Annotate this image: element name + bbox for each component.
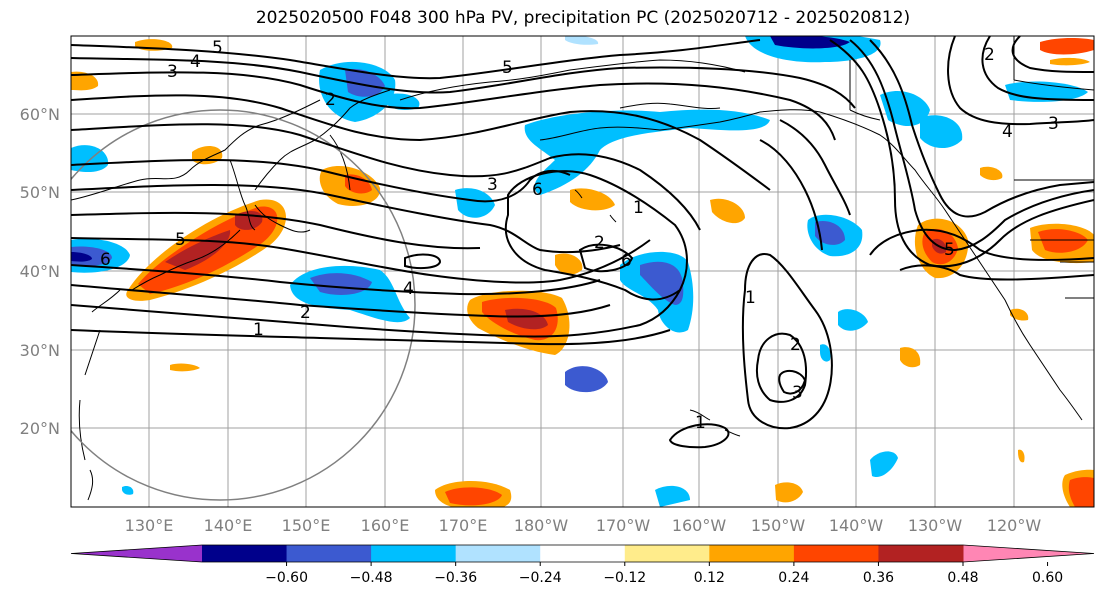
lon-tick: 140°W xyxy=(829,516,884,535)
lon-tick: 170°E xyxy=(439,516,488,535)
colorbar-tick-label: −0.24 xyxy=(519,570,562,586)
colorbar-swatch xyxy=(202,545,288,562)
lat-tick: 60°N xyxy=(20,105,60,124)
lat-tick: 40°N xyxy=(20,262,60,281)
lon-tick: 160°E xyxy=(361,516,410,535)
colorbar: −0.60 −0.48 −0.36 −0.24 −0.12 0.12 0.24 0.36 0.4… xyxy=(70,544,1095,586)
colorbar-swatch xyxy=(540,545,626,562)
lon-tick: 130°E xyxy=(125,516,174,535)
lon-tick: 120°W xyxy=(987,516,1042,535)
contour-label: 5 xyxy=(175,230,186,250)
lat-tick: 50°N xyxy=(20,183,60,202)
contour-label: 5 xyxy=(212,38,223,58)
longitude-ticks: 130°E 140°E 150°E 160°E 170°E 180°W 170°… xyxy=(125,516,1042,535)
colorbar-swatch xyxy=(878,545,964,562)
lon-tick: 130°W xyxy=(908,516,963,535)
colorbar-extend-max xyxy=(963,545,1094,562)
lon-tick: 180°W xyxy=(514,516,569,535)
colorbar-tick-label: −0.36 xyxy=(434,570,477,586)
contour-label: 3 xyxy=(487,175,498,195)
contour-label: 1 xyxy=(253,320,264,340)
lon-tick: 150°E xyxy=(282,516,331,535)
lat-tick: 30°N xyxy=(20,341,60,360)
colorbar-swatch xyxy=(371,545,457,562)
colorbar-tick-label: 0.36 xyxy=(863,570,894,586)
contour-label: 3 xyxy=(792,383,803,403)
colorbar-tick-label: 0.24 xyxy=(778,570,809,586)
lon-tick: 170°W xyxy=(596,516,651,535)
lat-tick: 20°N xyxy=(20,419,60,438)
contour-label: 2 xyxy=(790,335,801,355)
contour-label: 1 xyxy=(633,198,644,218)
colorbar-tick-label: 0.60 xyxy=(1032,570,1063,586)
contour-label: 2 xyxy=(325,90,336,110)
contour-label: 6 xyxy=(532,180,543,200)
contour-label: 4 xyxy=(403,279,414,299)
lon-tick: 160°W xyxy=(672,516,727,535)
colorbar-swatch xyxy=(624,545,710,562)
lon-tick: 140°E xyxy=(204,516,253,535)
colorbar-tick-label: −0.48 xyxy=(350,570,393,586)
contour-label: 6 xyxy=(100,250,111,270)
precip-shading xyxy=(71,36,1094,507)
colorbar-outline xyxy=(70,544,1095,563)
contour-label: 2 xyxy=(300,303,311,323)
contour-label: 2 xyxy=(594,233,605,253)
range-circle xyxy=(71,109,416,501)
contour-label: 2 xyxy=(984,45,995,65)
colorbar-swatch xyxy=(286,545,372,562)
contour-label: 5 xyxy=(944,240,955,260)
contour-label: 4 xyxy=(1002,122,1013,142)
colorbar-tick-label: −0.60 xyxy=(265,570,308,586)
map-frame xyxy=(70,35,1095,508)
colorbar-swatch xyxy=(455,545,541,562)
contour-label: 6 xyxy=(621,251,632,271)
colorbar-swatch xyxy=(709,545,795,562)
latitude-ticks: 60°N 50°N 40°N 30°N 20°N xyxy=(20,105,60,438)
map-panel: 5 4 3 5 2 3 6 1 5 2 6 4 2 1 1 2 3 1 4 3 … xyxy=(71,36,1094,507)
colorbar-tick-label: 0.12 xyxy=(694,570,725,586)
contour-label: 1 xyxy=(745,288,756,308)
colorbar-tick-label: 0.48 xyxy=(947,570,978,586)
contour-label: 3 xyxy=(1048,114,1059,134)
lon-tick: 150°W xyxy=(751,516,806,535)
contour-label: 5 xyxy=(502,58,513,78)
figure-title: 2025020500 F048 300 hPa PV, precipitatio… xyxy=(255,8,911,28)
contour-label: 3 xyxy=(167,62,178,82)
colorbar-swatch xyxy=(793,545,879,562)
contour-label: 4 xyxy=(190,52,201,72)
contour-label: 1 xyxy=(695,413,706,433)
colorbar-tick-label: −0.12 xyxy=(603,570,646,586)
contour-labels: 5 4 3 5 2 3 6 1 5 2 6 4 2 1 1 2 3 1 4 3 … xyxy=(100,38,1059,433)
pv-contours xyxy=(71,36,1094,449)
colorbar-extend-min xyxy=(71,545,202,562)
